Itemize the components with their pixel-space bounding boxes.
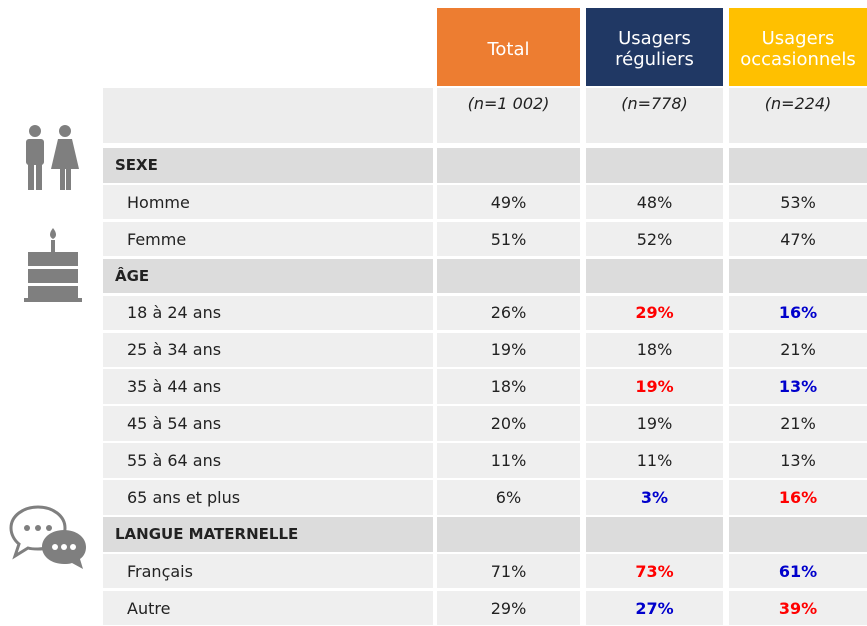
sample-label-cell	[103, 88, 433, 143]
empty-cell	[586, 517, 723, 552]
value-cell: 13%	[729, 443, 867, 478]
empty-cell	[729, 517, 867, 552]
row-label: 35 à 44 ans	[103, 369, 433, 404]
value-cell: 73%	[586, 553, 723, 589]
section-label: SEXE	[103, 148, 433, 183]
value-cell: 29%	[586, 295, 723, 331]
value-cell: 19%	[586, 406, 723, 441]
empty-cell	[729, 148, 867, 183]
value-cell: 16%	[729, 480, 867, 515]
empty-cell	[729, 258, 867, 294]
value-cell: 71%	[437, 553, 580, 589]
row-label: 25 à 34 ans	[103, 332, 433, 367]
value-cell: 18%	[586, 332, 723, 367]
column-header: Usagers réguliers	[586, 8, 723, 86]
value-cell: 19%	[437, 332, 580, 367]
value-cell: 47%	[729, 221, 867, 257]
value-cell: 27%	[586, 590, 723, 626]
sample-size: (n=778)	[586, 88, 723, 143]
value-cell: 51%	[437, 221, 580, 257]
column-header: Total	[437, 8, 580, 86]
value-cell: 18%	[437, 369, 580, 404]
sample-size: (n=1 002)	[437, 88, 580, 143]
value-cell: 52%	[586, 221, 723, 257]
row-label: Homme	[103, 184, 433, 220]
empty-cell	[586, 148, 723, 183]
row-label: 65 ans et plus	[103, 480, 433, 515]
people-icon	[26, 125, 79, 190]
row-label: Français	[103, 553, 433, 589]
value-cell: 26%	[437, 295, 580, 331]
value-cell: 53%	[729, 184, 867, 220]
value-cell: 3%	[586, 480, 723, 515]
value-cell: 20%	[437, 406, 580, 441]
cake-icon	[24, 228, 82, 302]
value-cell: 61%	[729, 553, 867, 589]
section-label: LANGUE MATERNELLE	[103, 517, 433, 552]
value-cell: 16%	[729, 295, 867, 331]
value-cell: 21%	[729, 332, 867, 367]
row-label: 45 à 54 ans	[103, 406, 433, 441]
empty-cell	[437, 148, 580, 183]
value-cell: 49%	[437, 184, 580, 220]
empty-cell	[586, 258, 723, 294]
empty-cell	[437, 517, 580, 552]
value-cell: 39%	[729, 590, 867, 626]
value-cell: 19%	[586, 369, 723, 404]
column-header: Usagers occasionnels	[729, 8, 867, 86]
value-cell: 21%	[729, 406, 867, 441]
value-cell: 13%	[729, 369, 867, 404]
row-label: Femme	[103, 221, 433, 257]
row-label: 55 à 64 ans	[103, 443, 433, 478]
chat-icon	[9, 505, 86, 569]
value-cell: 29%	[437, 590, 580, 626]
row-label: 18 à 24 ans	[103, 295, 433, 331]
row-label: Autre	[103, 590, 433, 626]
value-cell: 11%	[586, 443, 723, 478]
empty-cell	[437, 258, 580, 294]
section-label: ÂGE	[103, 258, 433, 294]
value-cell: 11%	[437, 443, 580, 478]
value-cell: 48%	[586, 184, 723, 220]
sample-size: (n=224)	[729, 88, 867, 143]
value-cell: 6%	[437, 480, 580, 515]
